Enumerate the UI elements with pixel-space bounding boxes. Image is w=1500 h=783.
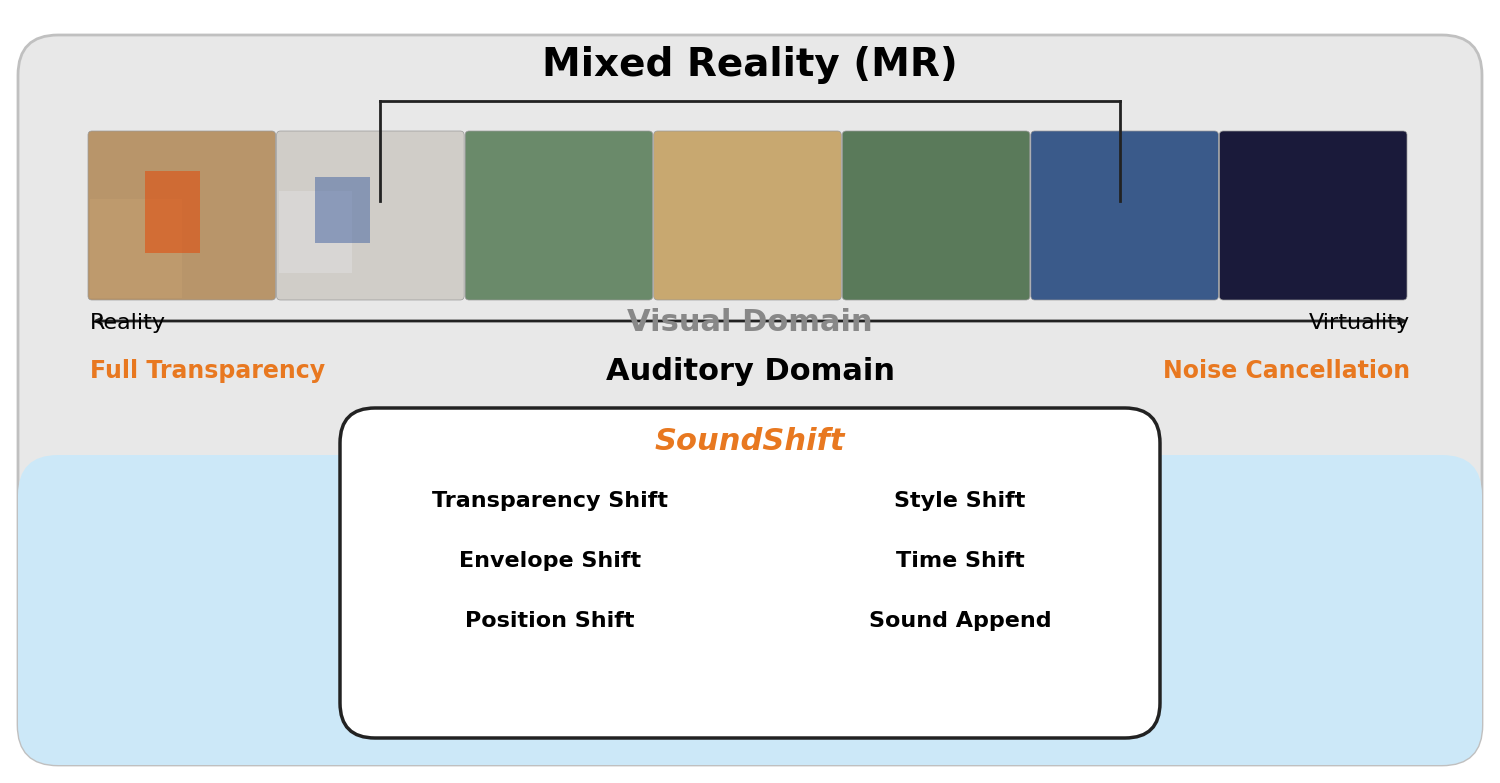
FancyBboxPatch shape [654,131,842,300]
Text: Full Transparency: Full Transparency [90,359,326,383]
Text: Auditory Domain: Auditory Domain [606,356,894,385]
Bar [279,190,352,273]
FancyBboxPatch shape [1220,131,1407,300]
Text: Envelope Shift: Envelope Shift [459,551,640,571]
FancyBboxPatch shape [340,408,1160,738]
Text: SoundShift: SoundShift [654,427,846,456]
Bar [146,171,200,253]
Text: Style Shift: Style Shift [894,491,1026,511]
FancyBboxPatch shape [276,131,464,300]
FancyBboxPatch shape [18,455,1482,765]
Text: Sound Append: Sound Append [868,611,1052,631]
Text: Position Shift: Position Shift [465,611,634,631]
Bar [28,405,1472,455]
FancyBboxPatch shape [843,131,1030,300]
Text: Visual Domain: Visual Domain [627,309,873,337]
Text: Virtuality: Virtuality [1310,313,1410,333]
FancyBboxPatch shape [465,131,652,300]
Text: Reality: Reality [90,313,166,333]
FancyBboxPatch shape [88,131,276,300]
FancyBboxPatch shape [1030,131,1218,300]
Text: Time Shift: Time Shift [896,551,1024,571]
Text: Transparency Shift: Transparency Shift [432,491,668,511]
Bar [90,199,182,298]
Text: Mixed Reality (MR): Mixed Reality (MR) [542,46,958,84]
Bar [315,177,370,243]
Text: Noise Cancellation: Noise Cancellation [1162,359,1410,383]
FancyBboxPatch shape [18,35,1482,765]
